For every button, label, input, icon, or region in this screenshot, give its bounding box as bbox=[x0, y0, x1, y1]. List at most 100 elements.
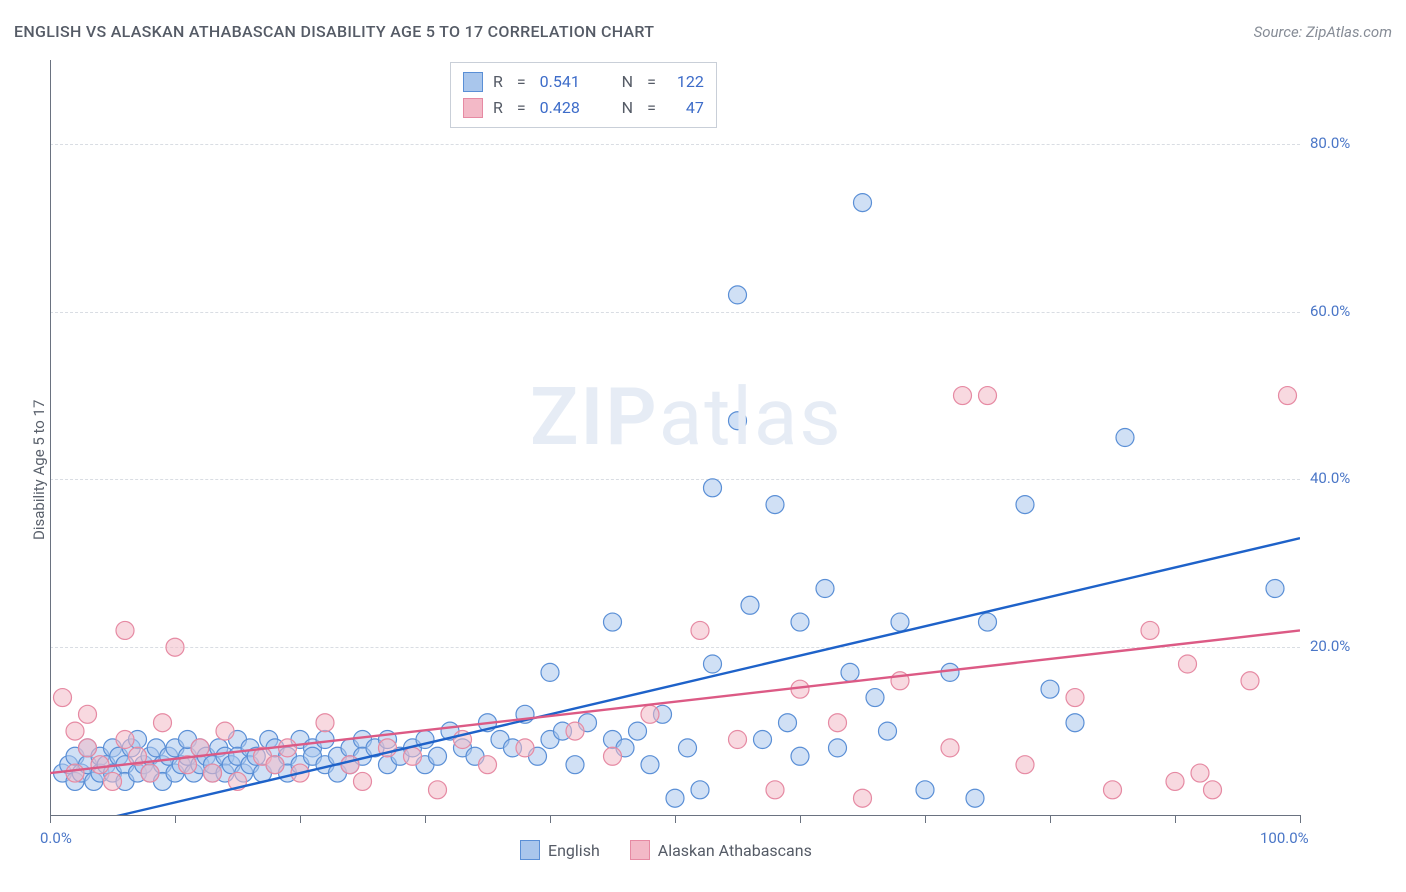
data-point bbox=[1041, 680, 1059, 698]
data-point bbox=[566, 756, 584, 774]
r-label: R bbox=[493, 69, 503, 95]
data-point bbox=[91, 756, 109, 774]
n-label: N bbox=[622, 69, 633, 95]
data-point bbox=[754, 731, 772, 749]
data-point bbox=[1116, 429, 1134, 447]
correlation-legend: R=0.541N=122R=0.428N=47 bbox=[450, 62, 717, 128]
x-tick-label: 0.0% bbox=[40, 829, 72, 847]
equals-sign: = bbox=[517, 69, 526, 95]
data-point bbox=[1266, 580, 1284, 598]
data-point bbox=[316, 731, 334, 749]
n-value: 122 bbox=[670, 69, 704, 95]
data-point bbox=[1179, 655, 1197, 673]
data-point bbox=[479, 756, 497, 774]
x-tick bbox=[1300, 815, 1301, 823]
data-point bbox=[729, 731, 747, 749]
legend-swatch bbox=[463, 98, 483, 118]
data-point bbox=[741, 596, 759, 614]
data-point bbox=[266, 756, 284, 774]
data-point bbox=[341, 756, 359, 774]
data-point bbox=[704, 655, 722, 673]
data-point bbox=[104, 772, 122, 790]
legend-row: R=0.428N=47 bbox=[463, 95, 704, 121]
r-value: 0.541 bbox=[540, 69, 590, 95]
data-point bbox=[1241, 672, 1259, 690]
equals-sign: = bbox=[647, 95, 656, 121]
data-point bbox=[1066, 689, 1084, 707]
x-tick bbox=[1050, 815, 1051, 823]
y-tick-label: 80.0% bbox=[1310, 134, 1350, 152]
data-point bbox=[66, 764, 84, 782]
data-point bbox=[841, 663, 859, 681]
data-point bbox=[516, 739, 534, 757]
data-point bbox=[1104, 781, 1122, 799]
data-point bbox=[79, 739, 97, 757]
data-point bbox=[316, 714, 334, 732]
data-point bbox=[79, 705, 97, 723]
data-point bbox=[629, 722, 647, 740]
data-point bbox=[779, 714, 797, 732]
title-bar: ENGLISH VS ALASKAN ATHABASCAN DISABILITY… bbox=[14, 22, 1392, 41]
x-tick bbox=[175, 815, 176, 823]
data-point bbox=[1066, 714, 1084, 732]
data-point bbox=[879, 722, 897, 740]
data-point bbox=[854, 789, 872, 807]
legend-swatch bbox=[520, 840, 540, 860]
data-point bbox=[691, 621, 709, 639]
data-point bbox=[829, 714, 847, 732]
data-point bbox=[791, 613, 809, 631]
data-point bbox=[604, 747, 622, 765]
data-point bbox=[854, 194, 872, 212]
x-tick bbox=[300, 815, 301, 823]
equals-sign: = bbox=[517, 95, 526, 121]
data-point bbox=[829, 739, 847, 757]
data-point bbox=[966, 789, 984, 807]
x-tick bbox=[550, 815, 551, 823]
data-point bbox=[204, 764, 222, 782]
r-label: R bbox=[493, 95, 503, 121]
data-point bbox=[141, 764, 159, 782]
data-point bbox=[641, 756, 659, 774]
y-tick-label: 40.0% bbox=[1310, 469, 1350, 487]
source-attribution: Source: ZipAtlas.com bbox=[1254, 23, 1392, 41]
data-point bbox=[641, 705, 659, 723]
y-tick-label: 20.0% bbox=[1310, 637, 1350, 655]
data-point bbox=[354, 772, 372, 790]
data-point bbox=[604, 613, 622, 631]
trend-line bbox=[50, 630, 1300, 773]
r-value: 0.428 bbox=[540, 95, 590, 121]
data-point bbox=[1141, 621, 1159, 639]
data-point bbox=[891, 613, 909, 631]
data-point bbox=[216, 722, 234, 740]
data-point bbox=[679, 739, 697, 757]
data-point bbox=[941, 739, 959, 757]
data-point bbox=[541, 663, 559, 681]
data-point bbox=[941, 663, 959, 681]
data-point bbox=[1279, 387, 1297, 405]
data-point bbox=[66, 722, 84, 740]
equals-sign: = bbox=[647, 69, 656, 95]
data-point bbox=[429, 781, 447, 799]
x-tick bbox=[50, 815, 51, 823]
x-tick bbox=[1175, 815, 1176, 823]
data-point bbox=[566, 722, 584, 740]
data-point bbox=[916, 781, 934, 799]
legend-item: Alaskan Athabascans bbox=[630, 840, 812, 860]
data-point bbox=[816, 580, 834, 598]
data-point bbox=[979, 387, 997, 405]
data-point bbox=[116, 621, 134, 639]
data-point bbox=[866, 689, 884, 707]
data-point bbox=[729, 286, 747, 304]
data-point bbox=[666, 789, 684, 807]
x-tick bbox=[425, 815, 426, 823]
scatter-plot: 20.0%40.0%60.0%80.0%0.0%100.0% bbox=[50, 60, 1300, 815]
data-point bbox=[1166, 772, 1184, 790]
legend-row: R = 0.541 N = 122 bbox=[463, 69, 704, 95]
y-axis-title: Disability Age 5 to 17 bbox=[30, 400, 48, 540]
x-tick bbox=[925, 815, 926, 823]
data-point bbox=[979, 613, 997, 631]
legend-label: Alaskan Athabascans bbox=[658, 841, 812, 860]
chart-title: ENGLISH VS ALASKAN ATHABASCAN DISABILITY… bbox=[14, 22, 654, 41]
data-point bbox=[766, 496, 784, 514]
data-point bbox=[154, 714, 172, 732]
